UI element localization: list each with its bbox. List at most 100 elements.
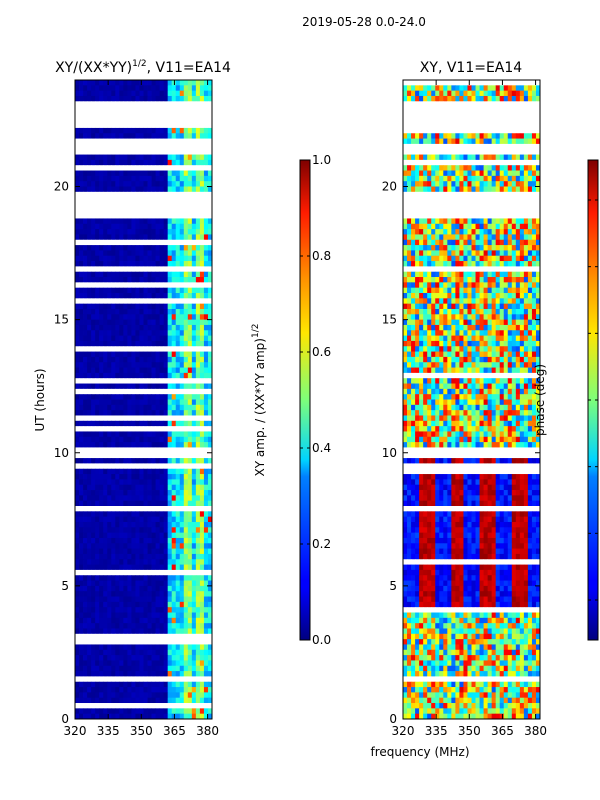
amp-axes-frame	[74, 79, 213, 720]
amp-cell	[195, 101, 201, 108]
amp-cell	[163, 351, 169, 358]
amp-cell	[75, 569, 80, 576]
amp-cell	[191, 617, 197, 624]
amp-cell	[159, 271, 165, 278]
phase-cell	[535, 207, 541, 214]
amp-cell	[191, 186, 197, 193]
phase-cell	[495, 111, 501, 118]
amp-cell	[159, 170, 165, 177]
amp-cell	[151, 234, 156, 241]
amp-cell	[159, 234, 165, 241]
amp-cell	[199, 532, 205, 539]
amp-cell	[139, 250, 144, 257]
phase-cell	[479, 159, 484, 166]
amp-cell	[195, 639, 201, 645]
amp-cell	[111, 255, 116, 262]
amp-cell	[87, 703, 92, 709]
amp-cell	[191, 660, 197, 667]
amp-cell	[79, 202, 84, 209]
amp-cell	[139, 692, 144, 699]
amp-cell	[123, 676, 128, 683]
amp-cell	[171, 431, 177, 438]
amp-cell	[175, 340, 181, 347]
amp-cell	[163, 298, 169, 305]
phase-cell	[463, 149, 468, 155]
amp-cell	[103, 149, 108, 155]
amp-cell	[99, 623, 104, 629]
amp-cell	[207, 314, 213, 321]
amp-cell	[83, 516, 88, 523]
amp-cell	[123, 458, 128, 464]
amp-cell	[103, 580, 108, 587]
amp-cell	[75, 335, 80, 342]
amp-cell	[123, 287, 128, 294]
amp-cell	[207, 628, 213, 635]
amp-cell	[151, 404, 156, 411]
amp-cell	[127, 713, 132, 720]
amp-cell	[103, 458, 108, 464]
amp-cell	[147, 372, 152, 379]
amp-cell	[179, 687, 185, 693]
amp-cell	[183, 399, 189, 406]
amp-cell	[183, 649, 189, 656]
amp-cell	[83, 415, 88, 422]
amp-cell	[75, 703, 80, 709]
amp-cell	[75, 234, 80, 241]
amp-cell	[163, 261, 169, 267]
amp-cell	[127, 644, 132, 651]
amp-cell	[91, 580, 96, 587]
amp-cell	[207, 585, 213, 592]
amp-cell	[99, 660, 104, 667]
amp-cell	[87, 324, 92, 331]
amp-cell	[91, 186, 96, 193]
phase-cell	[475, 80, 480, 86]
amp-cell	[147, 559, 152, 565]
amp-cell	[195, 559, 201, 565]
amp-cell	[135, 436, 140, 443]
amp-cell	[199, 681, 205, 688]
amp-cell	[123, 617, 128, 624]
phase-cell	[475, 90, 480, 97]
amp-cell	[191, 703, 197, 709]
amp-cell	[199, 282, 205, 289]
amp-cell	[159, 229, 165, 235]
amp-cell	[167, 271, 173, 278]
phase-cell	[519, 197, 525, 203]
amp-cell	[135, 261, 140, 267]
phase-cell	[459, 143, 464, 150]
amp-cell	[147, 500, 152, 507]
amp-cell	[91, 596, 96, 603]
amp-cell	[155, 676, 161, 683]
amp-cell	[147, 506, 152, 512]
amp-cell	[99, 506, 104, 512]
amp-cell	[159, 287, 165, 294]
amp-cell	[183, 335, 189, 342]
amp-cell	[119, 133, 124, 139]
amp-cell	[183, 245, 189, 251]
amp-cell	[139, 660, 144, 667]
amp-cell	[195, 239, 201, 246]
amp-cell	[95, 362, 100, 368]
amp-cell	[123, 543, 128, 550]
amp-cell	[103, 468, 108, 475]
phase-cell	[483, 202, 489, 209]
amp-cell	[87, 665, 92, 672]
phase-cell	[487, 197, 493, 203]
amp-cell	[83, 202, 88, 209]
amp-cell	[139, 436, 144, 443]
amp-cell	[183, 239, 189, 246]
amp-cell	[103, 553, 108, 560]
amp-cell	[143, 713, 148, 720]
amp-cell	[195, 308, 201, 315]
amp-cell	[187, 298, 193, 305]
amp-cell	[203, 511, 209, 518]
phase-cell	[491, 191, 497, 198]
amp-cell	[151, 143, 156, 150]
phase-cell	[459, 101, 464, 108]
phase-cell	[507, 197, 513, 203]
amp-cell	[87, 628, 92, 635]
amp-cell	[175, 591, 181, 597]
phase-cell	[499, 101, 505, 108]
amp-cell	[187, 697, 193, 704]
amp-cell	[191, 596, 197, 603]
